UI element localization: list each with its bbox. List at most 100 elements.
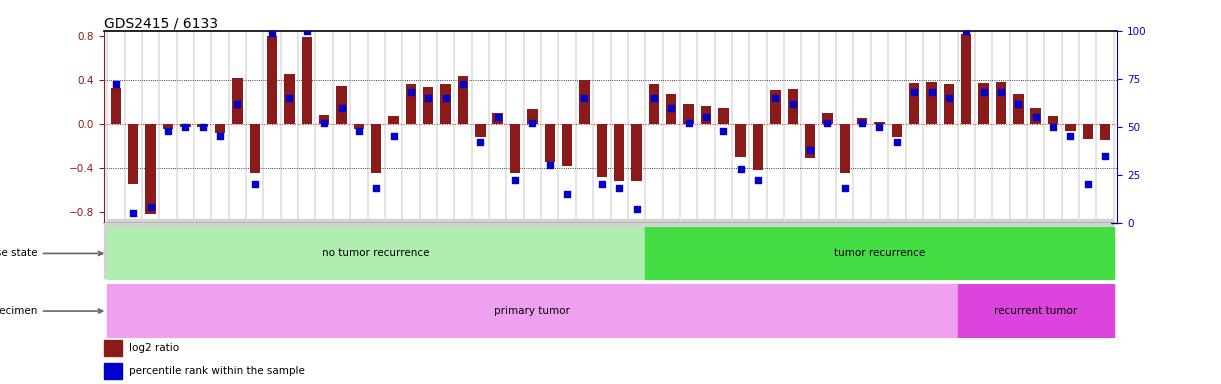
Bar: [1083, 124, 1093, 139]
Point: [227, 101, 247, 107]
Bar: [319, 115, 330, 124]
Bar: [1013, 94, 1023, 124]
Bar: [107, 227, 645, 280]
Point: [402, 89, 421, 95]
Point: [366, 185, 386, 191]
Bar: [1065, 124, 1076, 131]
Bar: [492, 113, 503, 124]
Point: [419, 95, 438, 101]
Bar: [579, 80, 590, 124]
Point: [140, 204, 160, 210]
Bar: [545, 124, 556, 162]
Point: [314, 120, 333, 126]
Bar: [215, 124, 225, 133]
Bar: [891, 124, 902, 137]
Bar: [111, 88, 121, 124]
Point: [748, 177, 768, 184]
Bar: [104, 340, 122, 356]
Point: [1078, 181, 1098, 187]
Text: no tumor recurrence: no tumor recurrence: [322, 248, 430, 258]
Bar: [961, 34, 972, 124]
Bar: [822, 113, 833, 124]
Point: [297, 28, 316, 34]
Bar: [162, 124, 173, 129]
Point: [991, 89, 1011, 95]
Bar: [908, 83, 919, 124]
Bar: [527, 109, 537, 124]
Point: [1095, 152, 1115, 159]
Point: [540, 162, 559, 168]
Text: primary tumor: primary tumor: [495, 306, 570, 316]
Bar: [145, 124, 156, 214]
Bar: [104, 223, 1110, 278]
Point: [176, 124, 195, 130]
Bar: [371, 124, 381, 173]
Point: [349, 127, 369, 134]
Bar: [857, 119, 867, 124]
Bar: [957, 284, 1114, 338]
Point: [800, 147, 819, 153]
Point: [852, 120, 872, 126]
Text: GDS2415 / 6133: GDS2415 / 6133: [104, 17, 217, 31]
Point: [679, 120, 698, 126]
Point: [645, 95, 664, 101]
Text: log2 ratio: log2 ratio: [129, 343, 179, 353]
Bar: [597, 124, 607, 177]
Point: [835, 185, 855, 191]
Bar: [614, 124, 624, 181]
Point: [159, 127, 178, 134]
Point: [488, 114, 508, 120]
Point: [332, 104, 352, 111]
Bar: [441, 84, 451, 124]
Bar: [701, 106, 711, 124]
Bar: [232, 78, 243, 124]
Point: [662, 104, 681, 111]
Bar: [645, 227, 1114, 280]
Bar: [510, 124, 520, 173]
Point: [383, 133, 403, 139]
Bar: [718, 108, 729, 124]
Point: [106, 81, 126, 88]
Point: [905, 89, 924, 95]
Point: [783, 101, 802, 107]
Bar: [249, 124, 260, 173]
Bar: [874, 122, 885, 124]
Text: disease state: disease state: [0, 248, 103, 258]
Point: [869, 124, 889, 130]
Point: [1009, 101, 1028, 107]
Bar: [181, 124, 190, 127]
Point: [974, 89, 994, 95]
Point: [713, 127, 733, 134]
Point: [1043, 124, 1062, 130]
Point: [956, 28, 976, 34]
Point: [123, 210, 143, 216]
Point: [696, 114, 716, 120]
Bar: [927, 82, 937, 124]
Bar: [562, 124, 573, 166]
Bar: [104, 363, 122, 379]
Bar: [267, 36, 277, 124]
Point: [245, 181, 265, 187]
Bar: [735, 124, 746, 157]
Bar: [284, 73, 294, 124]
Point: [557, 191, 576, 197]
Point: [731, 166, 751, 172]
Bar: [1031, 108, 1040, 124]
Point: [453, 81, 473, 88]
Bar: [354, 124, 364, 129]
Point: [263, 30, 282, 36]
Point: [280, 95, 299, 101]
Point: [609, 185, 629, 191]
Point: [922, 89, 941, 95]
Point: [1061, 133, 1081, 139]
Point: [626, 206, 646, 212]
Bar: [405, 84, 416, 124]
Point: [888, 139, 907, 145]
Bar: [648, 84, 659, 124]
Bar: [944, 84, 954, 124]
Point: [436, 95, 455, 101]
Point: [505, 177, 525, 184]
Bar: [475, 124, 486, 137]
Point: [575, 95, 595, 101]
Point: [210, 133, 230, 139]
